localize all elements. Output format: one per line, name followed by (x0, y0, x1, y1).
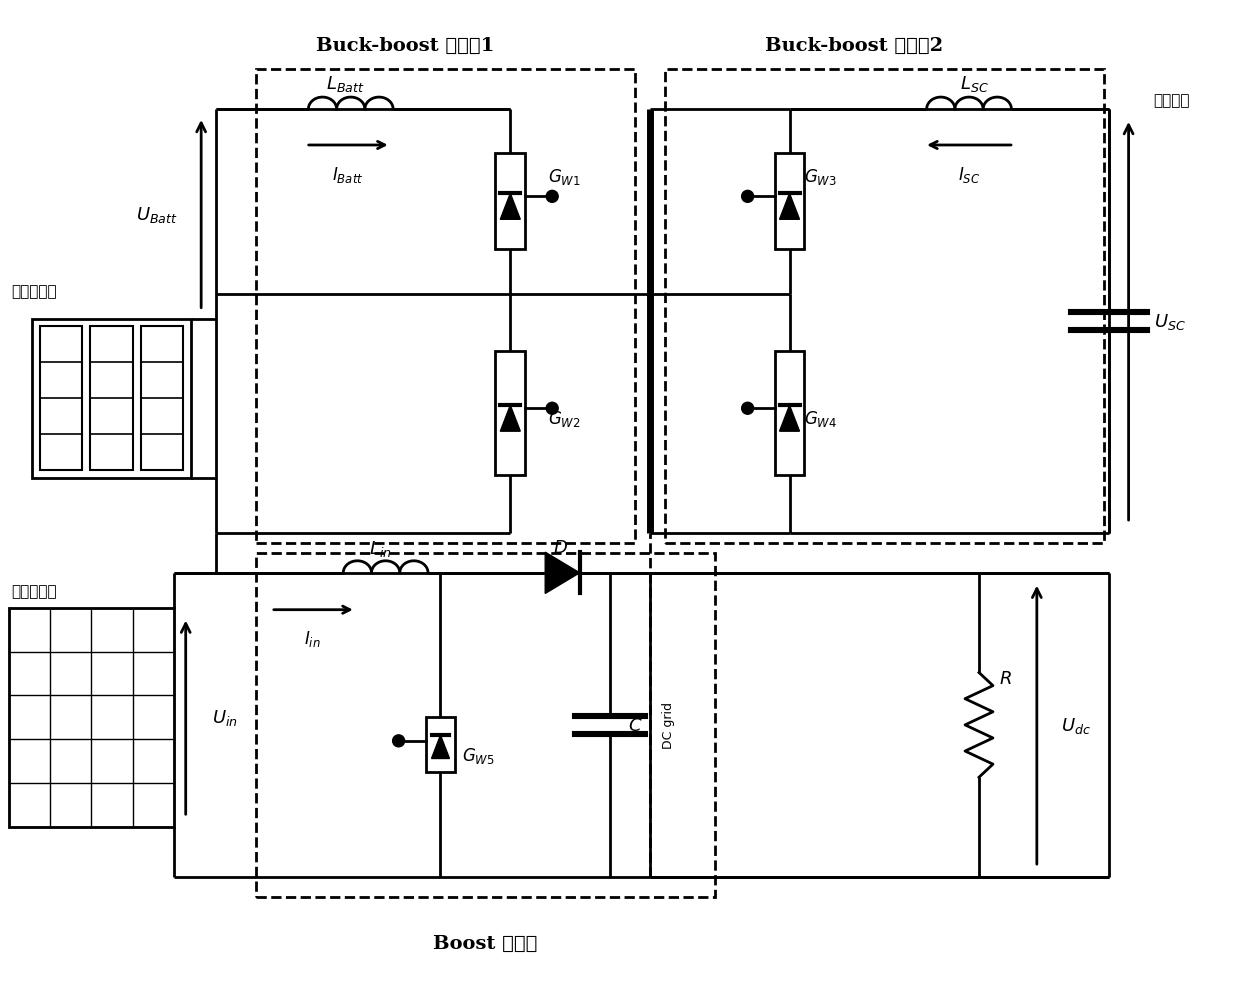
Text: Buck-boost 变换器1: Buck-boost 变换器1 (316, 37, 495, 55)
Circle shape (546, 403, 558, 415)
Text: $U_{dc}$: $U_{dc}$ (1060, 715, 1091, 735)
Text: $U_{SC}$: $U_{SC}$ (1153, 312, 1185, 332)
Text: DC grid: DC grid (662, 702, 675, 748)
Text: $D$: $D$ (553, 539, 568, 557)
Bar (91, 327, 133, 470)
Polygon shape (546, 553, 579, 594)
Polygon shape (780, 195, 800, 220)
Text: $G_{W1}$: $G_{W1}$ (548, 168, 582, 188)
Circle shape (742, 192, 754, 204)
Polygon shape (780, 406, 800, 431)
Circle shape (393, 735, 404, 747)
Bar (32, 319, 191, 478)
Text: 储能电池组: 储能电池组 (11, 284, 57, 299)
Text: $U_{Batt}$: $U_{Batt}$ (136, 205, 179, 225)
Text: $L_{in}$: $L_{in}$ (370, 539, 392, 559)
Bar (140, 327, 184, 470)
Text: $R$: $R$ (999, 669, 1012, 687)
Circle shape (546, 192, 558, 204)
Text: $I_{SC}$: $I_{SC}$ (957, 164, 980, 185)
Text: 光伏电池板: 光伏电池板 (11, 583, 57, 598)
Text: $G_{W4}$: $G_{W4}$ (805, 409, 837, 429)
Polygon shape (500, 195, 521, 220)
Polygon shape (432, 735, 449, 758)
Text: $U_{in}$: $U_{in}$ (212, 708, 237, 727)
Text: $I_{Batt}$: $I_{Batt}$ (332, 164, 363, 185)
Circle shape (742, 403, 754, 415)
Text: Buck-boost 变换器2: Buck-boost 变换器2 (765, 37, 944, 55)
Text: $C$: $C$ (627, 716, 642, 734)
Text: $L_{SC}$: $L_{SC}$ (960, 74, 988, 94)
Bar (9, 608, 174, 827)
Bar (495, 154, 526, 250)
Bar (40, 327, 82, 470)
Bar (495, 352, 526, 476)
Bar (775, 352, 805, 476)
Text: $L_{Batt}$: $L_{Batt}$ (326, 74, 365, 94)
Bar (775, 154, 805, 250)
Text: 超级电容: 超级电容 (1153, 93, 1190, 108)
Polygon shape (500, 406, 521, 431)
Text: $G_{W5}$: $G_{W5}$ (463, 745, 495, 765)
Text: $G_{W3}$: $G_{W3}$ (805, 168, 837, 188)
Text: $G_{W2}$: $G_{W2}$ (548, 409, 580, 429)
Bar (425, 718, 455, 772)
Text: Boost 变换器: Boost 变换器 (433, 934, 538, 952)
Text: $I_{in}$: $I_{in}$ (305, 628, 321, 648)
